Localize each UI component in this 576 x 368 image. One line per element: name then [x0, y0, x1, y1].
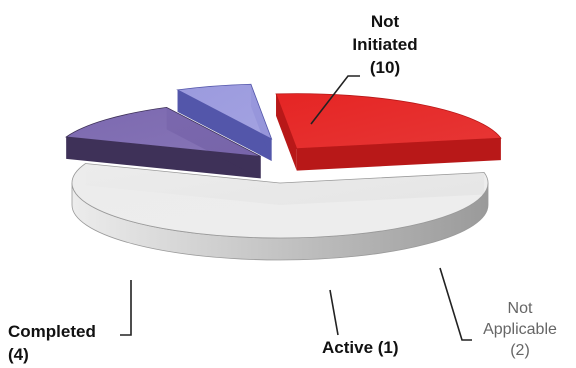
slice-top-0 — [71, 163, 489, 239]
leader-lines — [120, 75, 472, 341]
slice-top-2 — [176, 83, 273, 140]
slice-wall-2-0 — [177, 89, 272, 161]
label-not-applicable: Not Applicable (2) — [483, 300, 557, 359]
label-not-initiated: Not Initiated (10) — [352, 12, 418, 77]
label-completed: Completed (4) — [8, 322, 96, 364]
slice-wall-1-0 — [66, 136, 261, 179]
pie-slice-1 — [65, 106, 261, 179]
slice-top-3 — [275, 93, 502, 150]
pie-slices — [65, 83, 502, 261]
slice-wall-3-0 — [276, 93, 297, 171]
label-active: Active (1) — [322, 338, 399, 357]
pie-slice-2 — [176, 83, 273, 161]
leader-line-not-applicable — [439, 267, 472, 341]
slice-top-1 — [65, 106, 261, 157]
pie-slice-0 — [71, 163, 489, 261]
leader-line-active — [329, 289, 339, 336]
pie-slice-3 — [275, 93, 502, 171]
leader-line-completed — [120, 280, 132, 336]
leader-line-not-initiated — [310, 75, 360, 125]
